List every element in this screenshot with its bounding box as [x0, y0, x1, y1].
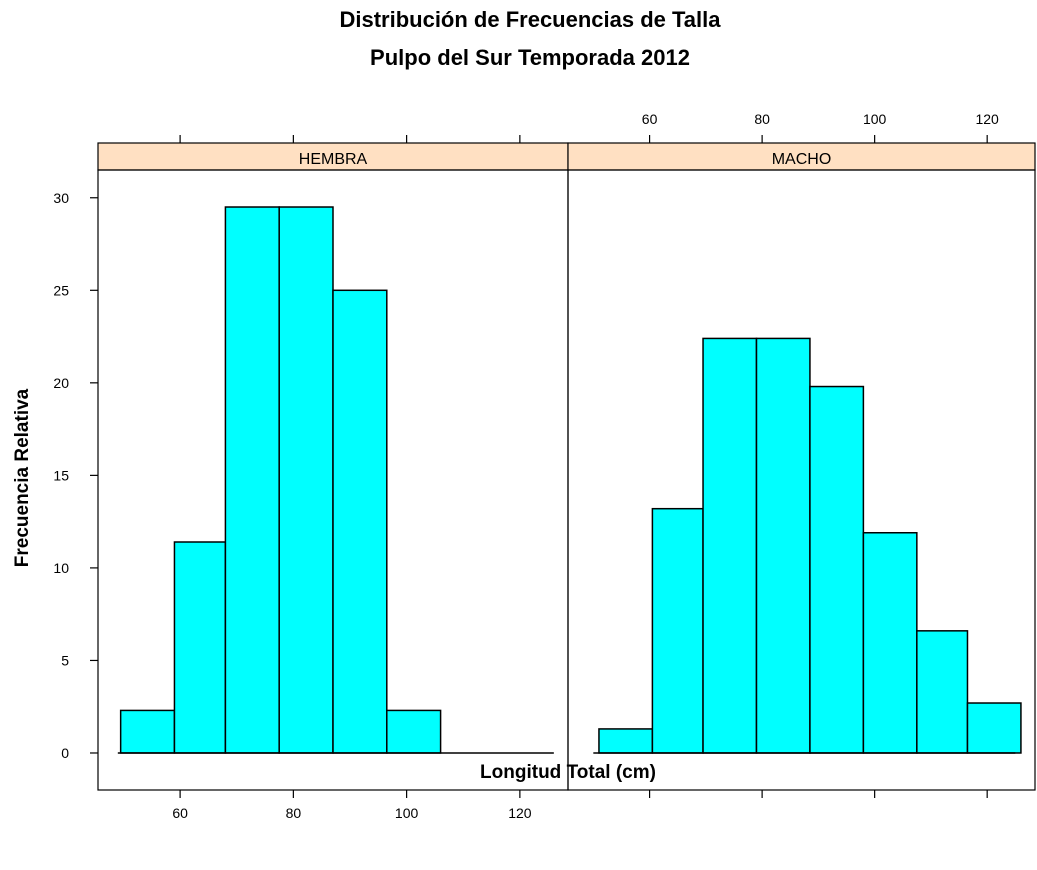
y-axis-label: Frecuencia Relativa: [12, 388, 33, 567]
panels-group: HEMBRA 60 80 100 120 MACHO 60 80 100 120 0 5 10 15 20 2…: [53, 111, 1036, 821]
y-axis: 0 5 10 15 20 25 30: [53, 190, 98, 761]
x-tick-label: 120: [508, 805, 532, 821]
y-tick-label: 10: [53, 560, 69, 576]
histogram-bar: [916, 630, 969, 754]
chart-title-line-2: Pulpo del Sur Temporada 2012: [370, 45, 690, 70]
y-tick-label: 30: [53, 190, 69, 206]
y-tick-label: 0: [61, 745, 69, 761]
panel-frame: [567, 169, 1036, 791]
chart-title-line-1: Distribución de Frecuencias de Talla: [339, 7, 721, 32]
histogram-bar: [386, 709, 442, 754]
y-tick-label: 15: [53, 467, 69, 483]
panel-hembra: HEMBRA 60 80 100 120: [97, 135, 569, 821]
y-tick-label: 25: [53, 282, 69, 298]
histogram-bar: [278, 206, 334, 754]
histogram-bar: [119, 709, 176, 754]
strip-label: HEMBRA: [299, 151, 368, 168]
histogram-bar: [809, 385, 865, 754]
x-tick-label: 60: [172, 805, 188, 821]
strip-label: MACHO: [772, 151, 832, 168]
x-tick-label-top: 60: [642, 111, 658, 127]
x-tick-label: 80: [286, 805, 302, 821]
panel-macho: MACHO 60 80 100 120: [567, 111, 1036, 798]
histogram-bar: [224, 206, 280, 754]
x-tick-label-top: 80: [754, 111, 770, 127]
histogram-bar: [862, 531, 918, 754]
x-tick-label: 100: [395, 805, 419, 821]
y-tick-label: 20: [53, 375, 69, 391]
histogram-bar: [755, 337, 811, 754]
x-tick-label-top: 120: [975, 111, 999, 127]
histogram-bar: [598, 728, 654, 754]
y-tick-label: 5: [61, 652, 69, 668]
histogram-bar: [651, 507, 704, 754]
histogram-bar: [332, 289, 388, 754]
histogram-bar: [173, 541, 227, 754]
histogram-bar: [702, 337, 758, 754]
strip-background: [567, 142, 1036, 171]
histogram-bar: [966, 702, 1022, 754]
x-tick-label-top: 100: [863, 111, 887, 127]
